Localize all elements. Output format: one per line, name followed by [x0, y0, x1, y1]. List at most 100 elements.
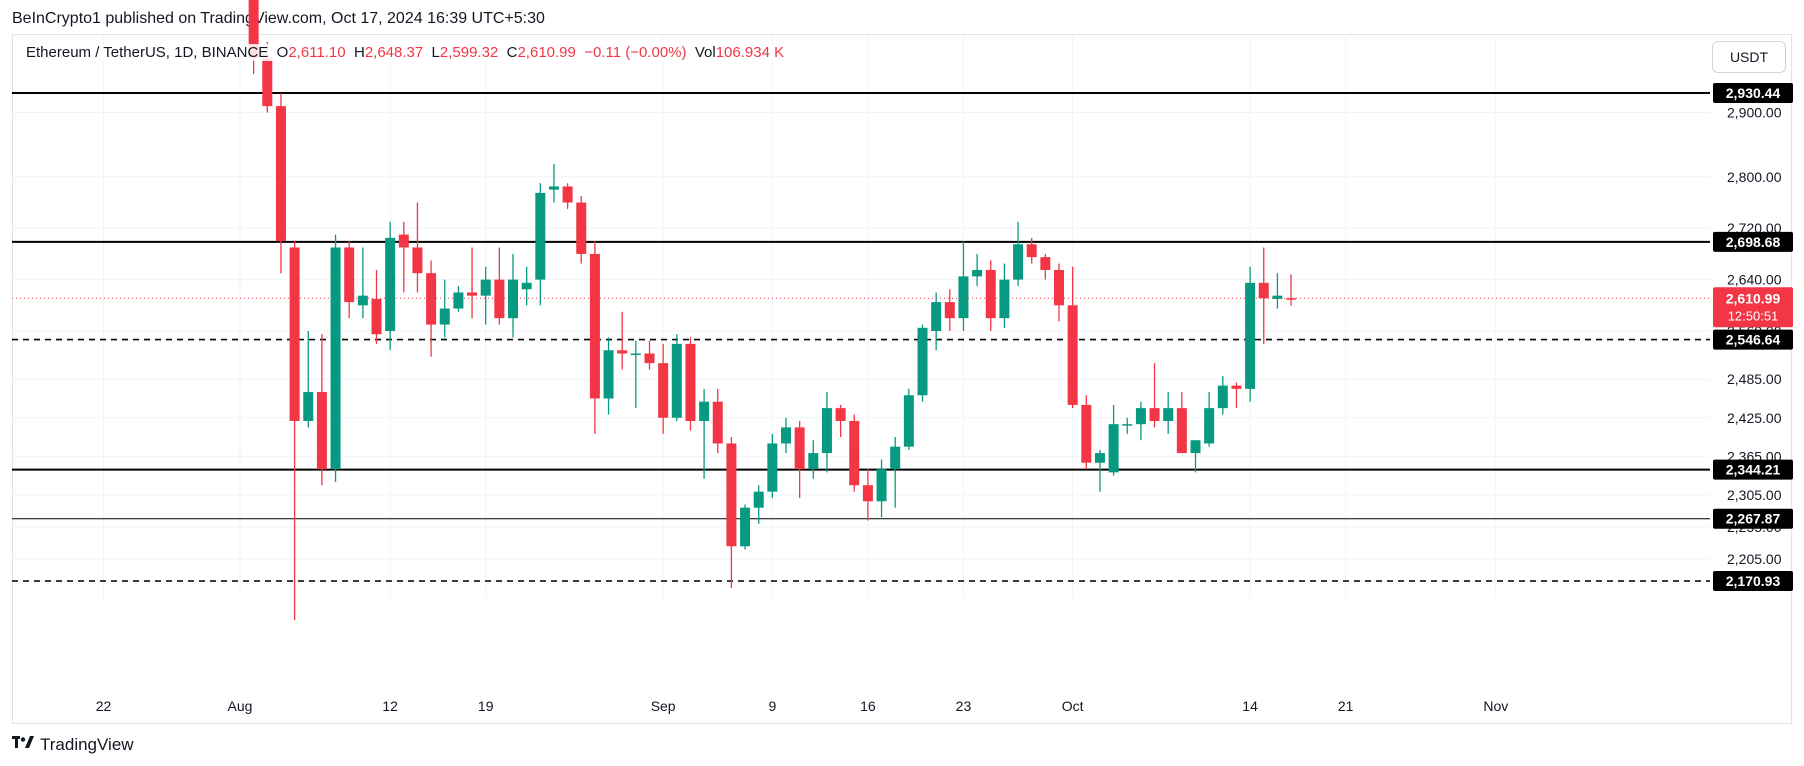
candle-body [821, 408, 832, 454]
candle-body [1217, 385, 1228, 409]
level-price-tag: 2,170.93 [1713, 571, 1793, 591]
candle-body [1094, 453, 1105, 463]
candle-body [508, 279, 518, 319]
candle-body [1176, 408, 1187, 454]
candle-body [1231, 385, 1242, 389]
y-tick-label: 2,205.00 [1727, 551, 1782, 567]
candle-body [1135, 408, 1146, 425]
candle-body [781, 427, 791, 444]
candle-body [740, 507, 751, 547]
current-price-value: 2,610.99 [1726, 290, 1781, 306]
candle-body [316, 392, 327, 470]
candle-body [385, 237, 396, 332]
candle-body [1108, 424, 1119, 473]
candle-countdown: 12:50:51 [1728, 308, 1779, 323]
candle-body [275, 106, 286, 242]
candle-body [712, 401, 723, 444]
current-price-tag-bg [1713, 287, 1793, 328]
candle-body [931, 302, 942, 332]
high-value: 2,648.37 [364, 44, 424, 61]
candle-body [303, 392, 314, 421]
candle-body [1067, 305, 1078, 405]
candle-body [344, 247, 355, 303]
candle-body [262, 57, 273, 107]
candle-body [726, 443, 737, 547]
candle-body [248, 0, 259, 58]
change-value: −0.11 (−0.00%) [584, 44, 687, 61]
level-price-tag: 2,546.64 [1713, 329, 1793, 350]
candle-body [917, 327, 928, 396]
candle-body [958, 276, 969, 319]
candles [248, 0, 1297, 621]
level-price-tag-bg [1713, 83, 1793, 103]
low-value: 2,599.32 [439, 44, 499, 61]
candle-body [972, 269, 983, 277]
level-price-tag-text: 2,546.64 [1726, 332, 1781, 348]
x-tick-label: 16 [860, 698, 876, 714]
volume-value: 106.934 K [715, 44, 785, 61]
level-price-tag: 2,930.44 [1713, 83, 1793, 103]
x-tick-label: 23 [956, 698, 972, 714]
y-tick-label: 2,900.00 [1727, 105, 1782, 121]
candle-body [835, 408, 846, 421]
candle-body [562, 186, 573, 203]
x-tick-label: Aug [228, 698, 253, 714]
candle-body [1149, 408, 1160, 421]
candle-body [1204, 408, 1215, 444]
candle-body [985, 269, 996, 319]
level-price-tag-text: 2,698.68 [1726, 234, 1781, 250]
level-price-tag-text: 2,267.87 [1726, 511, 1781, 527]
x-tick-label: 12 [382, 698, 398, 714]
tradingview-logo-icon [12, 735, 34, 755]
tradingview-brand[interactable]: TradingView [12, 735, 134, 755]
candle-body [589, 253, 600, 399]
candle-body [699, 401, 710, 421]
candle-body [890, 446, 901, 470]
candle-body [439, 308, 450, 325]
candle-body [999, 279, 1010, 319]
level-price-tag-text: 2,930.44 [1726, 85, 1781, 101]
candle-body [671, 343, 682, 418]
level-price-tag: 2,698.68 [1713, 231, 1793, 252]
level-price-tag-text: 2,170.93 [1726, 573, 1781, 589]
candle-body [603, 350, 614, 399]
grid-lines [12, 34, 1710, 598]
candle-body [794, 427, 805, 470]
candle-body [371, 298, 382, 335]
candle-body [426, 273, 437, 325]
y-tick-label: 2,305.00 [1727, 487, 1782, 503]
candle-body [808, 453, 819, 470]
candle-body [289, 247, 300, 421]
candle-body [1081, 404, 1092, 463]
currency-button[interactable]: USDT [1712, 41, 1786, 73]
y-tick-label: 2,800.00 [1727, 169, 1782, 185]
symbol-label[interactable]: Ethereum / TetherUS, 1D, BINANCE [26, 44, 269, 61]
high-label: H [353, 44, 365, 61]
candle-body [1026, 244, 1037, 258]
level-price-tag-bg [1713, 329, 1793, 350]
candle-body [1190, 440, 1201, 454]
candle-body [903, 395, 914, 447]
candle-body [521, 282, 532, 290]
candle-body [1272, 295, 1283, 299]
y-tick-label: 2,640.00 [1727, 272, 1782, 288]
candle-body [398, 234, 409, 248]
x-axis: 22 Aug 12 19 Sep 9 16 23 Oct 14 21 Nov [96, 698, 1509, 714]
candle-body [535, 192, 546, 280]
candle-body [453, 292, 464, 309]
x-tick-label: Oct [1062, 698, 1084, 714]
candle-body [862, 485, 873, 502]
close-label: C [506, 44, 518, 61]
x-tick-label: Sep [651, 698, 676, 714]
candle-body [849, 420, 860, 486]
candle-body [753, 491, 764, 508]
candle-body [1286, 298, 1297, 300]
price-tags: 2,930.44 2,698.68 2,546.64 2,344.21 2,267.87… [1713, 83, 1793, 591]
close-value: 2,610.99 [517, 44, 576, 61]
candle-body [1013, 244, 1024, 280]
candle-body [412, 247, 423, 274]
candle-body [467, 292, 478, 296]
y-tick-label: 2,485.00 [1727, 371, 1782, 387]
level-price-tag-bg [1713, 508, 1793, 529]
